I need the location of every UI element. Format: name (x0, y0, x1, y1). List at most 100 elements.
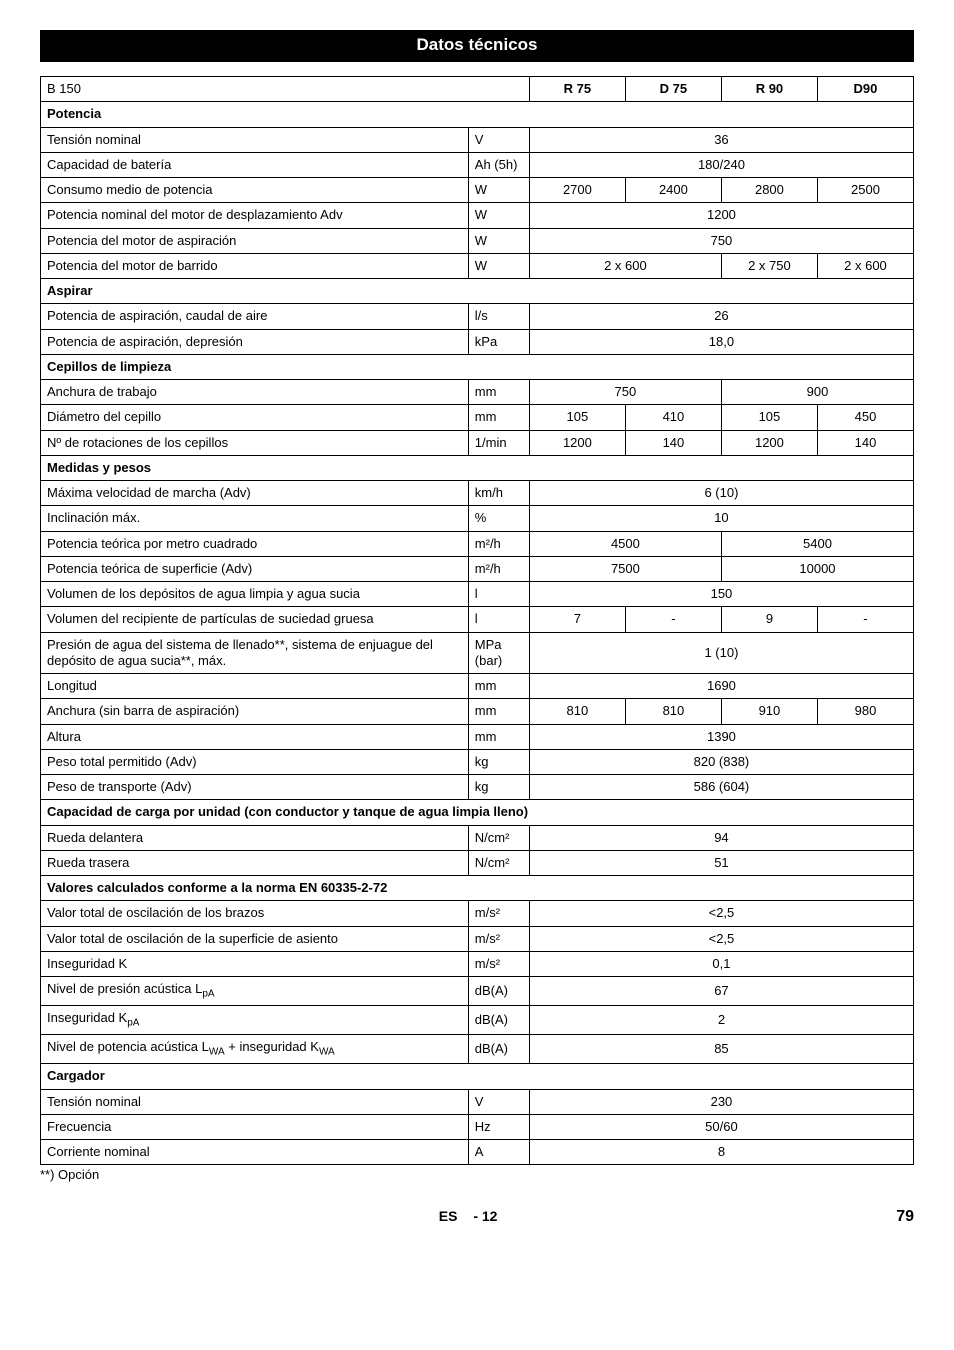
spec-value: 1200 (529, 430, 625, 455)
spec-value: 51 (529, 850, 913, 875)
model-cell: B 150 (41, 77, 530, 102)
spec-unit: kPa (468, 329, 529, 354)
section-header: Potencia (41, 102, 914, 127)
spec-value: 2 x 600 (529, 253, 721, 278)
spec-value: 50/60 (529, 1114, 913, 1139)
spec-unit: mm (468, 380, 529, 405)
spec-value: 810 (625, 699, 721, 724)
footer-sep: - (473, 1208, 478, 1224)
spec-value: 8 (529, 1140, 913, 1165)
spec-value: 94 (529, 825, 913, 850)
spec-unit: N/cm² (468, 825, 529, 850)
spec-label: Inclinación máx. (41, 506, 469, 531)
spec-unit: l (468, 582, 529, 607)
spec-unit: % (468, 506, 529, 531)
spec-value: 980 (817, 699, 913, 724)
spec-label: Consumo medio de potencia (41, 178, 469, 203)
spec-value: 1200 (529, 203, 913, 228)
section-header: Medidas y pesos (41, 455, 914, 480)
spec-label: Corriente nominal (41, 1140, 469, 1165)
spec-label: Potencia de aspiración, caudal de aire (41, 304, 469, 329)
spec-value: 140 (625, 430, 721, 455)
spec-unit: kg (468, 749, 529, 774)
spec-value: 910 (721, 699, 817, 724)
spec-value: 140 (817, 430, 913, 455)
spec-unit: W (468, 178, 529, 203)
spec-unit: dB(A) (468, 977, 529, 1006)
spec-value: 586 (604) (529, 775, 913, 800)
spec-value: 750 (529, 380, 721, 405)
spec-value: 9 (721, 607, 817, 632)
col-header: R 90 (721, 77, 817, 102)
spec-value: 26 (529, 304, 913, 329)
spec-label: Frecuencia (41, 1114, 469, 1139)
spec-unit: V (468, 1089, 529, 1114)
page-footer: ES - 12 79 (40, 1208, 914, 1226)
col-header: D90 (817, 77, 913, 102)
spec-unit: N/cm² (468, 850, 529, 875)
spec-value: 7500 (529, 556, 721, 581)
spec-unit: m²/h (468, 556, 529, 581)
spec-label: Volumen de los depósitos de agua limpia … (41, 582, 469, 607)
section-header: Cepillos de limpieza (41, 354, 914, 379)
spec-value: 820 (838) (529, 749, 913, 774)
spec-value: 10 (529, 506, 913, 531)
spec-label: Máxima velocidad de marcha (Adv) (41, 481, 469, 506)
spec-label: Anchura (sin barra de aspiración) (41, 699, 469, 724)
spec-label: Rueda delantera (41, 825, 469, 850)
spec-label: Tensión nominal (41, 127, 469, 152)
spec-value: 810 (529, 699, 625, 724)
spec-label: Diámetro del cepillo (41, 405, 469, 430)
spec-label: Valor total de oscilación de los brazos (41, 901, 469, 926)
section-header: Aspirar (41, 279, 914, 304)
spec-label: Rueda trasera (41, 850, 469, 875)
spec-unit: Hz (468, 1114, 529, 1139)
spec-unit: dB(A) (468, 1006, 529, 1035)
spec-value: 10000 (721, 556, 913, 581)
spec-label: Altura (41, 724, 469, 749)
spec-label: Peso total permitido (Adv) (41, 749, 469, 774)
spec-unit: MPa (bar) (468, 632, 529, 674)
spec-unit: m/s² (468, 926, 529, 951)
spec-label: Potencia nominal del motor de desplazami… (41, 203, 469, 228)
spec-value: 2400 (625, 178, 721, 203)
spec-label: Nivel de potencia acústica LWA + insegur… (41, 1035, 469, 1064)
spec-value: 5400 (721, 531, 913, 556)
spec-label: Volumen del recipiente de partículas de … (41, 607, 469, 632)
spec-value: 7 (529, 607, 625, 632)
spec-unit: W (468, 228, 529, 253)
spec-value: 1690 (529, 674, 913, 699)
footer-lang: ES (439, 1208, 458, 1224)
spec-value: - (625, 607, 721, 632)
footnote: **) Opción (40, 1167, 914, 1182)
spec-unit: mm (468, 674, 529, 699)
spec-label: Nivel de presión acústica LpA (41, 977, 469, 1006)
spec-value: <2,5 (529, 901, 913, 926)
spec-unit: l (468, 607, 529, 632)
spec-label: Inseguridad K (41, 951, 469, 976)
spec-value: 4500 (529, 531, 721, 556)
spec-value: 410 (625, 405, 721, 430)
spec-value: 180/240 (529, 152, 913, 177)
spec-value: 1200 (721, 430, 817, 455)
spec-label: Presión de agua del sistema de llenado**… (41, 632, 469, 674)
spec-label: Potencia de aspiración, depresión (41, 329, 469, 354)
spec-value: 450 (817, 405, 913, 430)
col-header: R 75 (529, 77, 625, 102)
spec-unit: mm (468, 724, 529, 749)
spec-label: Potencia teórica por metro cuadrado (41, 531, 469, 556)
spec-label: Inseguridad KpA (41, 1006, 469, 1035)
spec-unit: W (468, 203, 529, 228)
footer-page: 12 (482, 1208, 498, 1224)
spec-value: 6 (10) (529, 481, 913, 506)
spec-label: Longitud (41, 674, 469, 699)
spec-value: 105 (721, 405, 817, 430)
spec-value: 2 x 750 (721, 253, 817, 278)
spec-unit: l/s (468, 304, 529, 329)
spec-label: Potencia del motor de barrido (41, 253, 469, 278)
spec-unit: km/h (468, 481, 529, 506)
spec-label: Valor total de oscilación de la superfic… (41, 926, 469, 951)
spec-label: Potencia teórica de superficie (Adv) (41, 556, 469, 581)
spec-unit: dB(A) (468, 1035, 529, 1064)
spec-label: Potencia del motor de aspiración (41, 228, 469, 253)
